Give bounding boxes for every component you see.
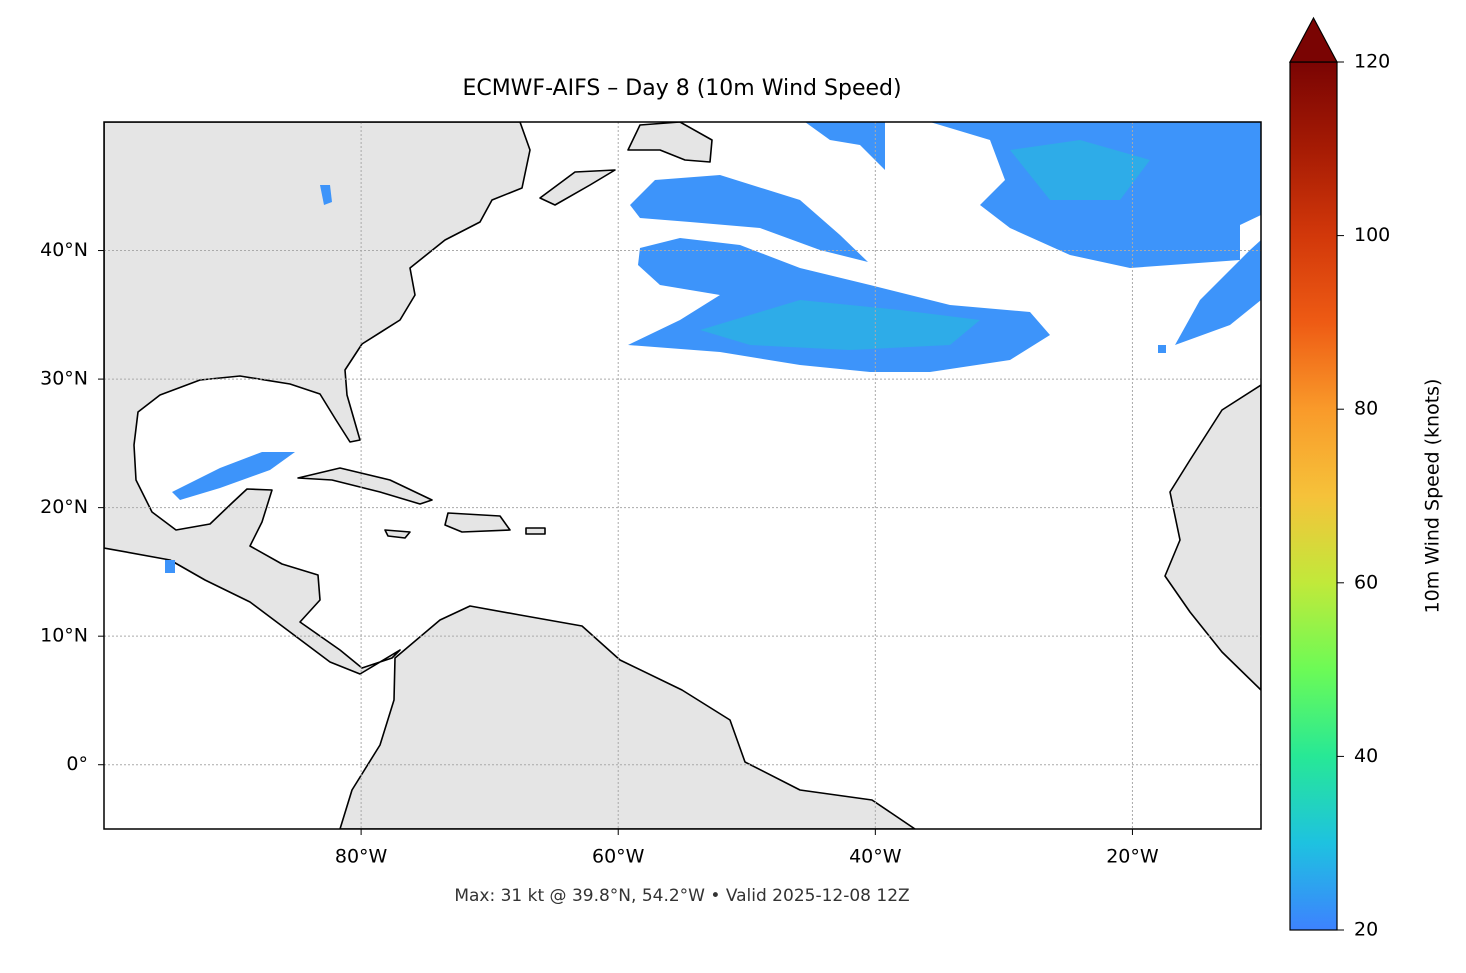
map-frame bbox=[103, 121, 1262, 830]
x-tick-label: 60°W bbox=[592, 846, 645, 868]
y-tick-label: 20°N bbox=[40, 496, 88, 518]
north-america bbox=[104, 122, 531, 675]
x-tick-label: 20°W bbox=[1106, 846, 1159, 868]
x-tick-label: 80°W bbox=[335, 846, 388, 868]
map bbox=[104, 122, 1261, 829]
newfoundland bbox=[627, 122, 713, 163]
y-tick-label: 30°N bbox=[40, 368, 88, 390]
colorbar-label: 10m Wind Speed (knots) bbox=[1422, 379, 1444, 614]
hispaniola bbox=[444, 512, 511, 533]
footer-note: Max: 31 kt @ 39.8°N, 54.2°W • Valid 2025… bbox=[454, 886, 909, 906]
y-tick-label: 40°N bbox=[40, 239, 88, 261]
puerto-rico bbox=[525, 527, 546, 535]
y-tick-label: 10°N bbox=[40, 625, 88, 647]
colorbar-extend bbox=[1288, 16, 1339, 63]
colorbar: 10m Wind Speed (knots) bbox=[1288, 16, 1444, 931]
colorbar-tick-label: 80 bbox=[1354, 398, 1378, 420]
colorbar-tick-label: 100 bbox=[1354, 224, 1390, 246]
colorbar-tick-label: 120 bbox=[1354, 51, 1390, 73]
colorbar-scale bbox=[1289, 61, 1338, 931]
y-tick-label: 0° bbox=[66, 753, 88, 775]
wind-field bbox=[165, 122, 1261, 573]
colorbar-tick-label: 40 bbox=[1354, 745, 1378, 767]
jamaica bbox=[384, 529, 411, 539]
chart-title: ECMWF-AIFS – Day 8 (10m Wind Speed) bbox=[462, 76, 901, 101]
cuba bbox=[297, 467, 433, 505]
colorbar-tick-label: 20 bbox=[1354, 919, 1378, 941]
south-america bbox=[339, 605, 916, 829]
colorbar-tick-label: 60 bbox=[1354, 571, 1378, 593]
africa bbox=[1164, 384, 1261, 691]
nova-scotia bbox=[539, 169, 616, 206]
x-tick-label: 40°W bbox=[849, 846, 902, 868]
